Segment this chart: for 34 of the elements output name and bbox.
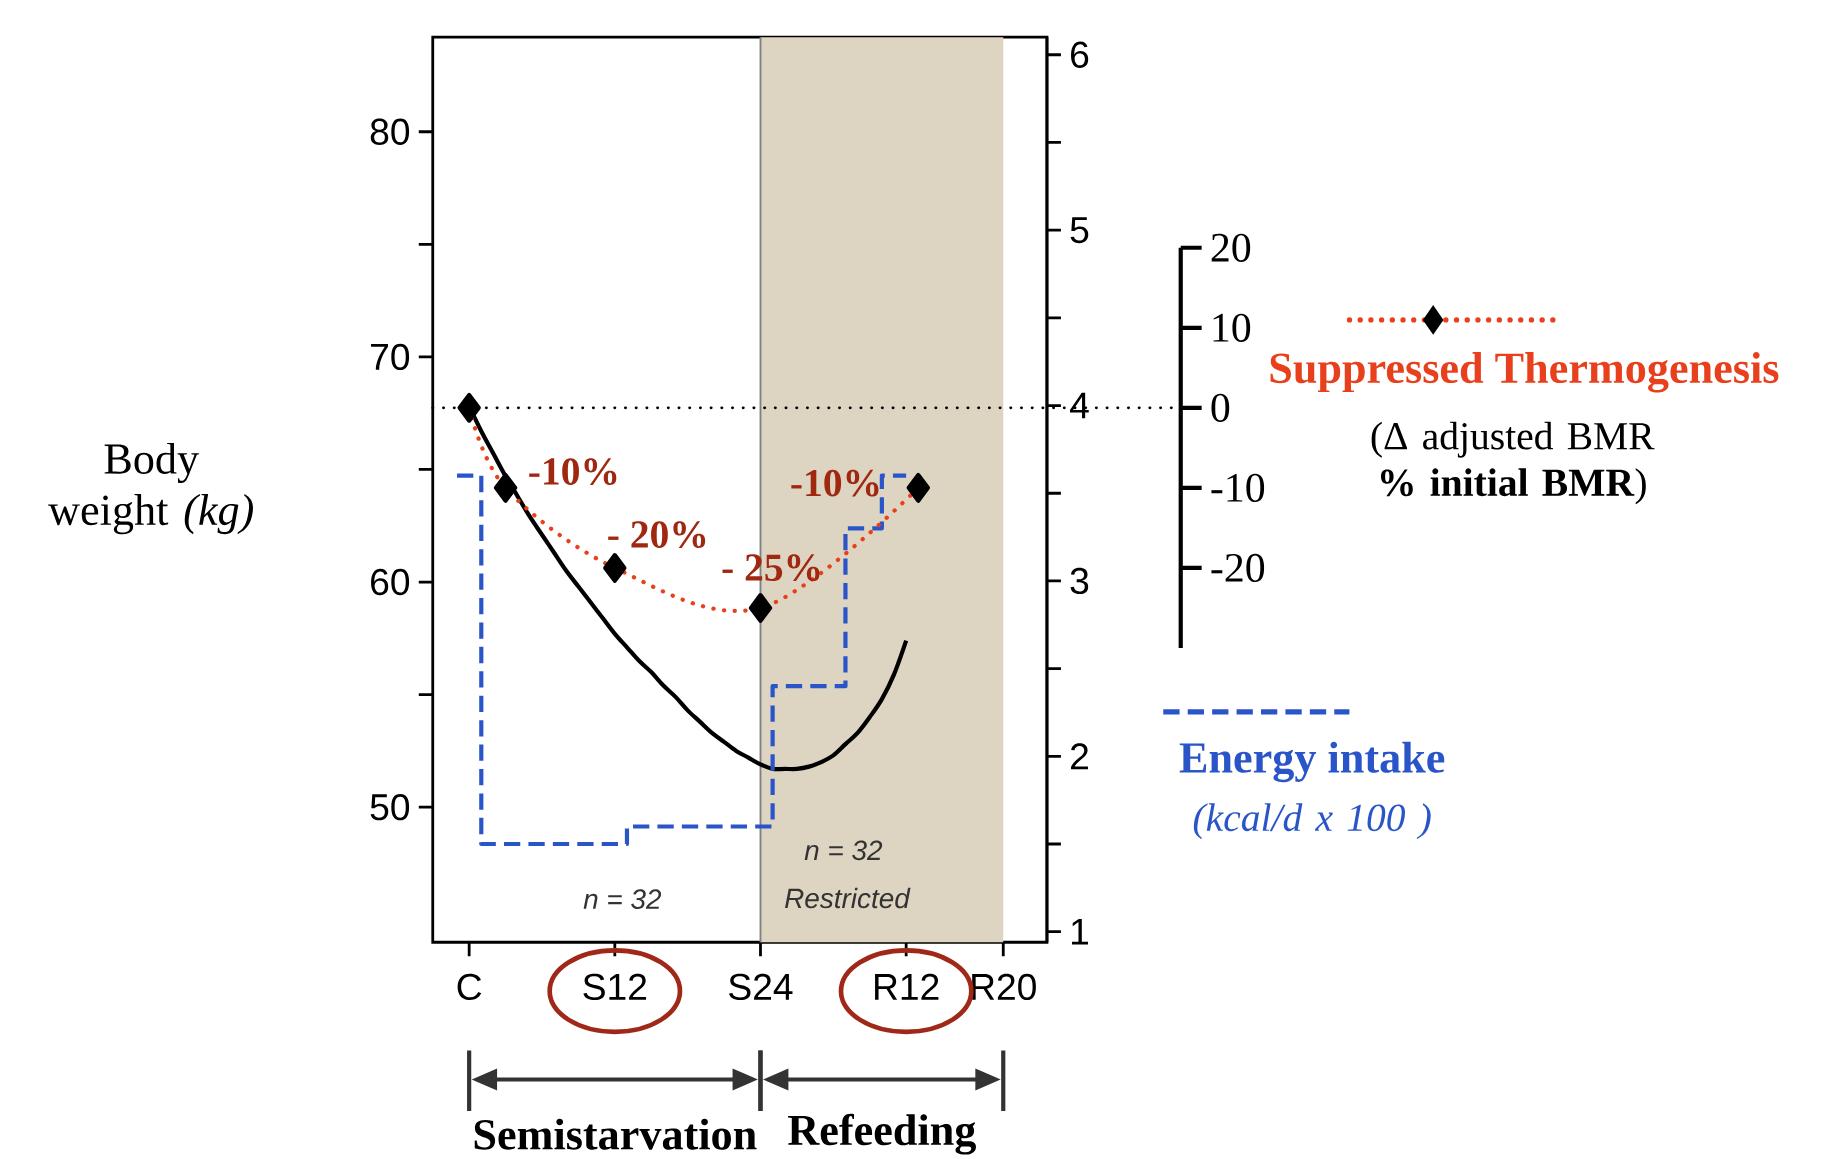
data-label: - 25% — [722, 554, 820, 582]
annotation: Restricted — [785, 887, 911, 909]
annotation: n = 32 — [583, 889, 662, 910]
data-label: -10% — [529, 458, 617, 486]
y2-axis-title: (kcal/d x 100 ) — [1193, 803, 1431, 840]
y2-tick-label: 1 — [1071, 919, 1088, 945]
annotation: n = 32 — [804, 840, 883, 861]
x-tick-label: S12 — [583, 973, 647, 1001]
x-tick-label: C — [457, 973, 482, 1001]
y2-tick-label: 5 — [1070, 217, 1089, 244]
y3-tick-label: -10 — [1211, 473, 1265, 503]
y3-tick-label: -20 — [1211, 553, 1265, 583]
text: Refeeding — [788, 1113, 976, 1155]
y-axis-title: Body weight (kg) — [48, 443, 253, 535]
y-tick-label: 60 — [371, 569, 410, 596]
data-label: -10% — [791, 469, 879, 497]
legend-label: Energy intake — [1179, 741, 1445, 783]
y3-axis-title: (Δ adjusted BMR % initial BMR) — [1371, 421, 1655, 505]
y2-tick-label: 2 — [1071, 743, 1088, 770]
data-label: - 20% — [608, 521, 706, 549]
x-tick-label: R12 — [875, 973, 939, 1000]
x-tick-label: S24 — [729, 973, 793, 1001]
y3-tick-label: 0 — [1211, 393, 1230, 423]
text: Semistarvation — [474, 1118, 757, 1150]
legend-label: Suppressed Thermogenesis — [1270, 352, 1779, 393]
y-tick-label: 50 — [370, 794, 410, 821]
y2-tick-label: 6 — [1071, 41, 1089, 69]
y2-tick-label: 4 — [1069, 392, 1089, 419]
y3-tick-label: 10 — [1213, 313, 1251, 343]
y3-tick-label: 20 — [1211, 233, 1251, 263]
y2-tick-label: 3 — [1070, 567, 1089, 595]
x-tick-label: R20 — [972, 973, 1036, 1001]
y-tick-label: 80 — [370, 118, 410, 146]
y-tick-label: 70 — [371, 343, 410, 371]
